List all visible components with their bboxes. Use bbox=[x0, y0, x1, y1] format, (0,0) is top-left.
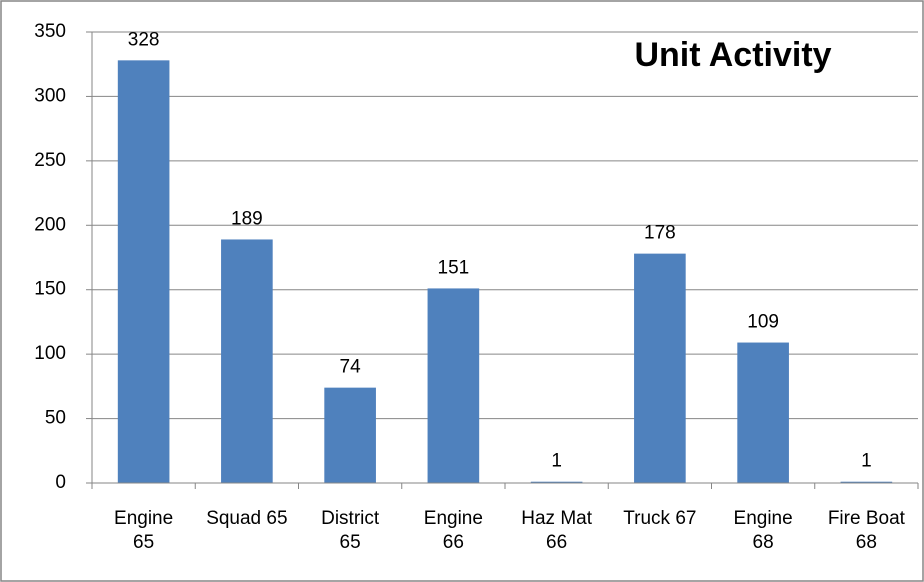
bar bbox=[840, 481, 893, 483]
bar bbox=[221, 239, 273, 483]
bar bbox=[634, 253, 686, 483]
value-label: 178 bbox=[644, 223, 676, 244]
y-tick-label: 100 bbox=[34, 343, 66, 364]
x-tick-label: Truck 67 bbox=[623, 508, 697, 529]
value-label: 1 bbox=[861, 451, 872, 472]
x-tick-label: Haz Mat 66 bbox=[521, 508, 592, 553]
x-tick-label: Engine 65 bbox=[114, 508, 174, 553]
bar bbox=[530, 481, 583, 483]
y-tick-label: 0 bbox=[55, 472, 66, 493]
bar bbox=[324, 387, 376, 483]
y-tick-label: 200 bbox=[34, 214, 66, 235]
value-label: 74 bbox=[340, 357, 362, 378]
bar bbox=[737, 342, 789, 483]
x-tick-label: Fire Boat 68 bbox=[827, 508, 905, 553]
y-tick-label: 300 bbox=[34, 85, 66, 106]
x-tick-label: District 65 bbox=[321, 508, 380, 553]
y-tick-label: 50 bbox=[45, 408, 66, 429]
bar bbox=[117, 60, 170, 483]
value-label: 189 bbox=[231, 208, 263, 229]
y-tick-label: 250 bbox=[34, 150, 66, 171]
value-label: 328 bbox=[128, 29, 160, 50]
value-label: 151 bbox=[438, 257, 470, 278]
bar bbox=[427, 288, 480, 483]
y-tick-label: 350 bbox=[34, 21, 66, 42]
x-tick-label: Engine 68 bbox=[733, 508, 793, 553]
y-tick-label: 150 bbox=[34, 279, 66, 300]
value-label: 1 bbox=[551, 451, 562, 472]
value-label: 109 bbox=[747, 312, 779, 333]
x-tick-label: Engine 66 bbox=[423, 508, 483, 553]
x-tick-label: Squad 65 bbox=[206, 508, 288, 529]
chart-title: Unit Activity bbox=[634, 36, 831, 74]
